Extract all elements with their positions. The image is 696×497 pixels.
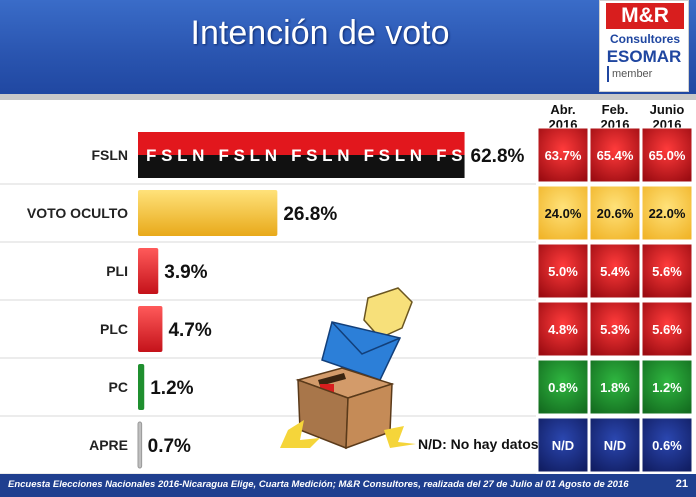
logo-brand: M&R [606,3,684,29]
table-cell [641,243,693,299]
table-cell [537,127,589,183]
table-cell [641,185,693,241]
table-cell-value: 1.2% [652,380,682,395]
value-label: 26.8% [283,204,337,225]
table-cell [537,185,589,241]
category-label: PLC [100,321,128,337]
hand-icon [363,287,413,339]
table-cell-value: 20.6% [597,206,634,221]
table-cell-value: 22.0% [649,206,686,221]
value-label: 62.8% [471,146,525,167]
bar-fsln [138,132,465,155]
value-label: 3.9% [164,262,207,283]
table-cell [641,301,693,357]
table-cell-value: 0.6% [652,438,682,453]
table-cell-value: 5.6% [652,264,682,279]
table-cell-value: 5.0% [548,264,578,279]
table-cell-value: 65.0% [649,148,686,163]
bar-fsln-lower [138,155,465,178]
table-cell-value: 0.8% [548,380,578,395]
table-cell-value: N/D [604,438,626,453]
table-cell [589,185,641,241]
table-cell [589,359,641,415]
value-label: 0.7% [148,436,191,457]
table-cell-value: 65.4% [597,148,634,163]
bar-voto-oculto [138,190,278,236]
page-number: 21 [675,478,688,490]
table-cell [537,359,589,415]
value-label: 4.7% [168,320,211,341]
source-note: Encuesta Elecciones Nacionales 2016-Nica… [8,479,629,490]
category-label: PC [109,379,128,395]
table-cell [589,301,641,357]
category-label: VOTO OCULTO [27,205,128,221]
header-banner [0,0,696,98]
category-label: FSLN [91,147,128,163]
category-label: APRE [89,437,128,453]
table-cell-value: 1.8% [600,380,630,395]
table-cell [589,417,641,473]
company-logo: M&R Consultores ESOMAR member [599,0,689,92]
table-cell-value: 24.0% [545,206,582,221]
table-header: Feb. [602,102,629,117]
table-header: Abr. [550,102,575,117]
logo-member: member [606,66,653,82]
table-cell [537,301,589,357]
bar-pli [138,248,159,294]
ballot-box-illustration [280,287,416,450]
logo-esomar: ESOMAR [606,47,682,66]
bar-plc [138,306,163,352]
table-cell-value: 5.4% [600,264,630,279]
table-cell [589,243,641,299]
category-label: PLI [106,263,128,279]
bar-apre [137,421,143,469]
nd-note: N/D: No hay datos [418,436,539,452]
page-title: Intención de voto [190,14,450,52]
table-cell [641,359,693,415]
logo-consultores: Consultores [609,32,680,46]
bar-pc [138,364,145,410]
footer-bar: Encuesta Elecciones Nacionales 2016-Nica… [0,474,696,497]
table-header: Junio [650,102,685,117]
table-cell-value: 63.7% [545,148,582,163]
header-divider [0,94,696,100]
value-label: 1.2% [150,378,193,399]
table-cell [537,243,589,299]
table-cell [537,417,589,473]
table-cell [589,127,641,183]
table-cell [641,417,693,473]
table-cell-value: 5.3% [600,322,630,337]
table-cell-value: 5.6% [652,322,682,337]
table-cell [641,127,693,183]
table-cell-value: N/D [552,438,574,453]
table-cell-value: 4.8% [548,322,578,337]
